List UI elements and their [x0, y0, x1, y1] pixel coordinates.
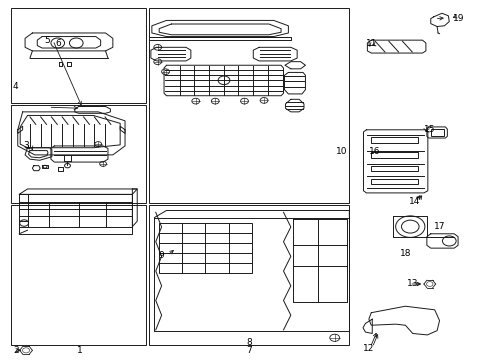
Text: 9: 9 [159, 251, 164, 260]
Bar [430, 129, 444, 135]
Text: 5: 5 [44, 36, 50, 45]
Bar [11, 105, 145, 203]
Bar [11, 205, 145, 345]
Text: 14: 14 [407, 197, 419, 206]
Bar [370, 137, 417, 143]
Bar [149, 205, 348, 345]
Text: 7: 7 [246, 346, 252, 355]
Text: 8: 8 [246, 338, 252, 347]
Text: 10: 10 [336, 147, 347, 156]
Text: 3: 3 [23, 141, 29, 150]
Bar [159, 223, 251, 273]
Text: 15: 15 [423, 125, 435, 134]
Text: 2: 2 [14, 346, 19, 355]
Text: 11: 11 [365, 39, 376, 48]
Text: 4: 4 [13, 82, 18, 91]
Text: 16: 16 [368, 147, 380, 156]
Bar [370, 179, 417, 184]
Text: 6: 6 [55, 39, 61, 48]
Text: 17: 17 [433, 222, 445, 231]
Text: 12: 12 [363, 344, 374, 353]
Bar [11, 8, 145, 103]
Bar [370, 166, 417, 171]
Text: 18: 18 [399, 249, 410, 258]
Text: 13: 13 [406, 279, 418, 288]
Bar [370, 152, 417, 158]
Text: 19: 19 [452, 14, 464, 23]
Bar [149, 8, 348, 203]
Text: 1: 1 [77, 346, 83, 355]
